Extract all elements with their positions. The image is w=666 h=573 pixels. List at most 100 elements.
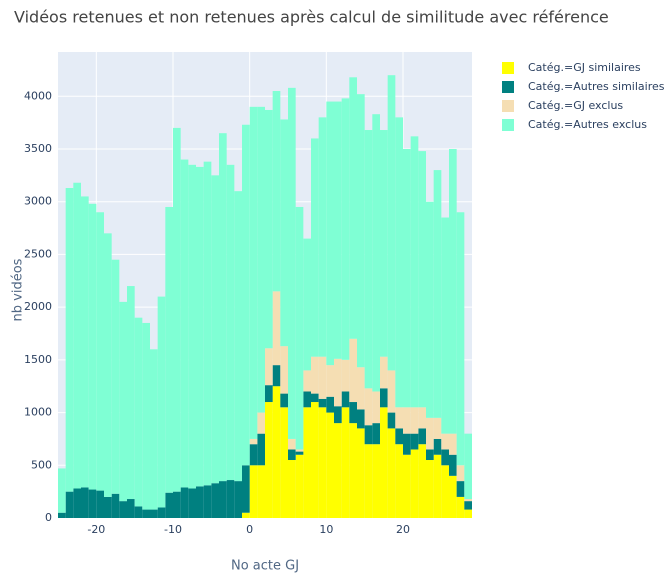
bar	[441, 449, 449, 466]
bar	[257, 106, 265, 413]
bar	[349, 338, 357, 403]
bar	[372, 391, 380, 424]
bar	[242, 512, 250, 518]
bar	[280, 119, 288, 347]
bar	[311, 402, 319, 518]
bar	[257, 433, 265, 466]
bar	[357, 94, 365, 368]
bar	[341, 359, 350, 392]
bar	[349, 77, 357, 339]
bar	[157, 296, 166, 508]
bar	[180, 487, 189, 518]
bar	[464, 501, 472, 510]
bar	[357, 428, 365, 518]
bar	[326, 365, 334, 397]
bar	[464, 509, 472, 518]
bar	[265, 385, 273, 403]
legend-label: Catég.=GJ exclus	[528, 99, 623, 112]
bar	[119, 301, 127, 502]
x-axis-label: No acte GJ	[231, 559, 299, 573]
legend-swatch	[502, 81, 514, 93]
bar	[303, 391, 311, 408]
x-tick-label: -20	[87, 523, 105, 536]
bar	[303, 370, 311, 392]
y-tick-label: 2000	[24, 300, 52, 313]
bar	[111, 493, 120, 518]
bar	[165, 206, 173, 493]
bar	[387, 428, 396, 518]
bar	[349, 423, 357, 518]
bar	[111, 259, 120, 494]
bar	[380, 356, 388, 389]
bar	[265, 348, 273, 386]
bar	[280, 393, 288, 408]
bar	[380, 407, 388, 518]
bar	[295, 454, 304, 518]
bar	[295, 206, 304, 450]
bar	[318, 398, 327, 408]
bar	[441, 433, 449, 450]
y-tick-label: 2500	[24, 247, 52, 260]
bar	[334, 423, 342, 518]
bar	[456, 465, 465, 482]
bar	[157, 507, 166, 518]
bar	[387, 370, 396, 413]
y-tick-label: 3000	[24, 195, 52, 208]
bar	[326, 396, 334, 413]
bar	[180, 159, 189, 488]
bar	[311, 393, 319, 403]
bar	[380, 388, 388, 408]
bar	[81, 487, 89, 518]
bar	[410, 433, 419, 450]
bar	[288, 449, 296, 461]
bar	[257, 412, 265, 434]
bar	[272, 291, 281, 366]
bar	[403, 148, 411, 408]
bar	[418, 444, 426, 518]
x-tick-label: 20	[396, 523, 410, 536]
bar	[426, 460, 434, 518]
bar	[387, 412, 396, 429]
bar	[219, 133, 227, 482]
bar	[265, 402, 273, 518]
bar	[303, 407, 311, 518]
bar	[272, 91, 281, 292]
bar	[88, 203, 97, 490]
x-tick-label: -10	[164, 523, 182, 536]
bar	[326, 101, 334, 366]
bar	[242, 124, 250, 466]
bar	[173, 491, 181, 518]
bar	[211, 175, 219, 484]
bar	[226, 164, 235, 481]
bar	[288, 438, 296, 450]
bar	[73, 488, 81, 518]
bar	[341, 391, 350, 408]
bar	[104, 233, 112, 497]
bar	[134, 317, 143, 507]
bar	[349, 402, 357, 424]
bar	[418, 428, 426, 445]
bar	[272, 386, 281, 518]
bar	[395, 407, 403, 429]
bar	[188, 488, 196, 518]
bar	[326, 412, 334, 518]
x-tick-label: 0	[246, 523, 253, 536]
bar	[364, 444, 373, 518]
legend-swatch	[502, 119, 514, 131]
bar	[395, 117, 403, 408]
bar	[410, 136, 419, 408]
x-tick-label: 10	[319, 523, 333, 536]
bar	[295, 451, 304, 455]
bar	[65, 188, 74, 492]
bar	[395, 428, 403, 445]
bar	[433, 417, 442, 439]
bar	[441, 465, 449, 518]
bar	[318, 117, 327, 357]
bar	[372, 114, 380, 392]
bar	[464, 433, 472, 500]
bar	[96, 212, 104, 491]
bar	[272, 365, 281, 387]
legend-swatch	[502, 62, 514, 74]
bar	[119, 501, 127, 518]
